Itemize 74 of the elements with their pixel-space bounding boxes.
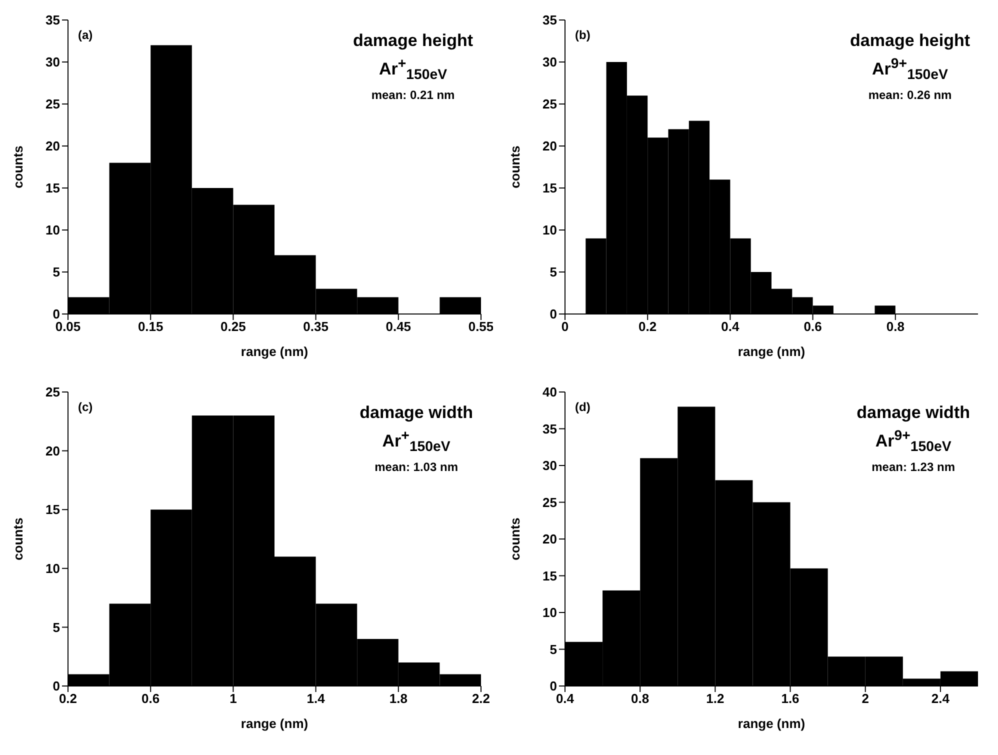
x-tick-label: 0.55 (468, 319, 494, 334)
x-tick-label: 1 (230, 691, 237, 706)
y-tick-label: 0 (52, 678, 60, 694)
y-tick-label: 15 (542, 180, 557, 196)
annotation: mean: 1.03 nm (374, 458, 459, 476)
y-tick-label: 35 (542, 12, 557, 28)
y-tick-label: 20 (542, 138, 557, 154)
x-tick-label: 2 (862, 691, 869, 706)
annotation: (d) (575, 400, 590, 414)
x-tick-label: 1.6 (781, 691, 800, 706)
y-axis-title: counts (508, 146, 523, 188)
y-tick-label: 5 (52, 264, 60, 280)
x-axis-title: range (nm) (240, 344, 308, 359)
x-tick-label: 1.4 (306, 691, 326, 706)
y-tick-label: 10 (46, 561, 60, 576)
y-tick-label: 15 (46, 180, 60, 196)
y-tick-label: 15 (542, 568, 557, 584)
y-tick-label: 35 (542, 421, 557, 436)
annotation: damage height (353, 30, 473, 52)
y-tick-label: 30 (542, 458, 557, 474)
y-tick-label: 0 (550, 678, 557, 694)
x-tick-label: 0 (561, 319, 569, 334)
x-tick-label: 2.4 (931, 691, 950, 706)
x-axis-title: range (nm) (240, 716, 308, 731)
y-tick-label: 35 (46, 12, 60, 28)
annotation: damage height (850, 30, 970, 52)
y-axis-title: counts (10, 146, 26, 188)
x-tick-label: 0.4 (721, 319, 740, 334)
annotation: mean: 0.26 nm (867, 86, 953, 104)
y-tick-label: 0 (52, 306, 60, 322)
annotation: mean: 1.23 nm (870, 458, 956, 476)
y-tick-label: 20 (46, 138, 60, 154)
y-axis-title: counts (508, 518, 523, 560)
y-tick-label: 20 (542, 532, 557, 547)
x-axis-title: range (nm) (738, 344, 806, 359)
y-tick-label: 25 (46, 96, 60, 112)
y-tick-label: 0 (550, 306, 557, 322)
annotation: damage width (360, 402, 473, 424)
x-tick-label: 2.2 (472, 691, 490, 706)
x-tick-label: 0.4 (556, 691, 575, 706)
x-tick-label: 0.15 (138, 319, 164, 334)
x-axis-title: range (nm) (738, 716, 806, 731)
y-tick-label: 10 (46, 222, 60, 238)
annotation: mean: 0.21 nm (370, 86, 456, 104)
x-tick-label: 0.6 (142, 691, 160, 706)
x-tick-label: 0.45 (386, 319, 412, 334)
y-tick-label: 10 (542, 605, 557, 620)
x-tick-label: 0.8 (886, 319, 904, 334)
y-tick-label: 5 (550, 642, 557, 657)
x-tick-label: 0.6 (804, 319, 822, 334)
x-tick-label: 0.2 (638, 319, 657, 334)
y-tick-label: 10 (542, 222, 557, 238)
y-tick-label: 25 (542, 494, 557, 510)
y-tick-label: 5 (550, 264, 557, 280)
x-tick-label: 1.2 (706, 691, 724, 706)
x-tick-label: 0.25 (220, 319, 246, 334)
annotation: damage width (856, 402, 970, 424)
y-tick-label: 25 (46, 384, 60, 400)
y-axis-title: counts (10, 518, 26, 560)
y-tick-label: 20 (46, 443, 60, 458)
annotation: (b) (575, 28, 590, 42)
x-tick-label: 1.8 (389, 691, 408, 706)
y-tick-label: 40 (542, 384, 557, 400)
annotation: (c) (78, 400, 93, 414)
x-tick-label: 0.05 (55, 319, 81, 334)
y-tick-label: 15 (46, 502, 60, 518)
x-tick-label: 0.2 (58, 691, 78, 706)
y-tick-label: 30 (542, 54, 557, 70)
y-tick-label: 25 (542, 96, 557, 112)
y-tick-label: 5 (52, 620, 60, 635)
y-tick-label: 30 (46, 54, 60, 70)
annotation: (a) (78, 28, 93, 42)
x-tick-label: 0.8 (631, 691, 650, 706)
x-tick-label: 0.35 (303, 319, 328, 334)
